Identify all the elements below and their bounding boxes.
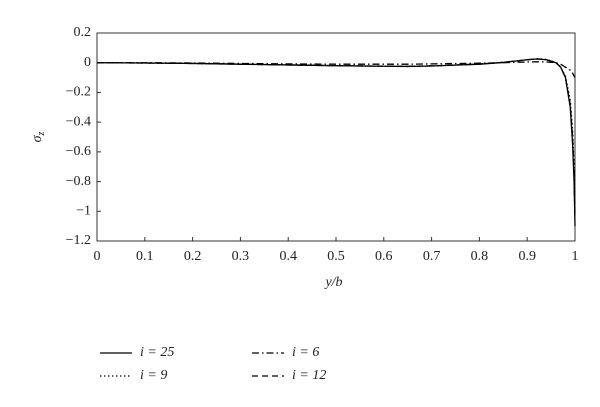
y-axis-label: σz xyxy=(30,132,47,143)
y-label-subscript: z xyxy=(36,132,47,137)
series-line xyxy=(96,58,576,219)
legend-label: i = 6 xyxy=(292,345,319,360)
y-tick-label: −0.6 xyxy=(66,144,91,159)
series-line xyxy=(97,61,576,78)
legend-label: i = 25 xyxy=(140,345,174,360)
x-tick-label: 0.7 xyxy=(423,249,441,264)
x-tick-label: 0 xyxy=(94,249,101,264)
y-label-symbol: σ xyxy=(30,134,45,142)
y-tick-label: 0.2 xyxy=(74,25,92,40)
x-tick-label: 0.6 xyxy=(375,249,393,264)
x-tick-label: 1 xyxy=(572,249,579,264)
legend-label: i = 9 xyxy=(140,368,167,383)
x-axis-label: y/b xyxy=(323,275,342,290)
plot-frame xyxy=(96,32,576,242)
series-line xyxy=(96,58,576,227)
y-tick-label: −0.2 xyxy=(66,85,91,100)
legend-label: i = 12 xyxy=(292,368,326,383)
x-tick-label: 0.5 xyxy=(327,249,345,264)
y-tick-label: −0.8 xyxy=(66,174,91,189)
y-tick-label: −1 xyxy=(76,204,91,219)
series-line xyxy=(96,58,576,212)
y-tick-label: 0 xyxy=(84,55,91,70)
x-tick-label: 0.3 xyxy=(232,249,250,264)
x-tick-label: 0.8 xyxy=(471,249,489,264)
y-tick-label: −1.2 xyxy=(66,233,91,248)
x-tick-label: 0.4 xyxy=(279,249,297,264)
x-tick-label: 0.1 xyxy=(136,249,154,264)
x-tick-label: 0.2 xyxy=(184,249,202,264)
x-tick-label: 0.9 xyxy=(518,249,536,264)
y-tick-label: −0.4 xyxy=(66,114,91,129)
